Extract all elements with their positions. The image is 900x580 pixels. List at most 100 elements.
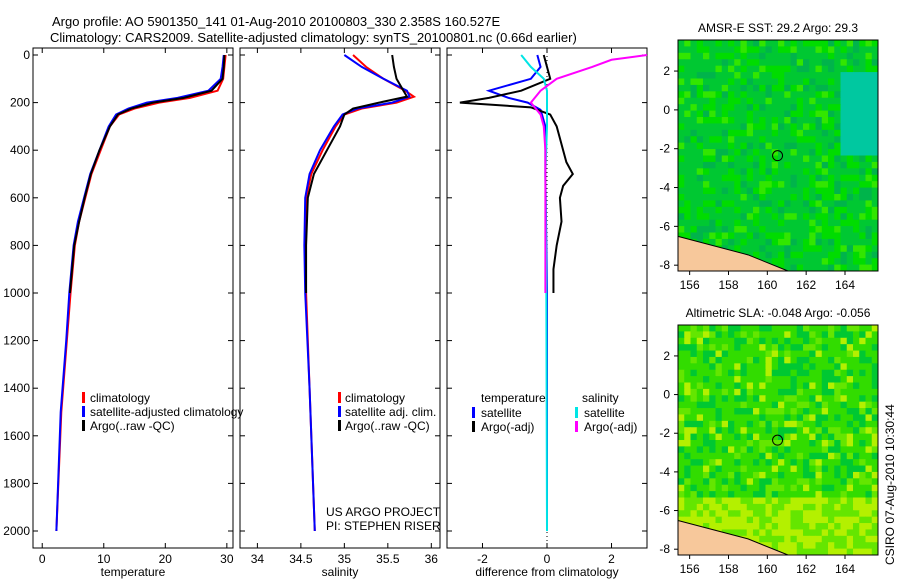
map-cell	[859, 337, 866, 345]
map-cell	[696, 91, 704, 99]
map-cell	[803, 382, 810, 390]
map-cell	[859, 104, 866, 112]
map-cell	[721, 401, 729, 409]
map-cell	[809, 523, 816, 530]
map-cell	[821, 245, 829, 253]
map-cell	[796, 382, 804, 390]
map-cell	[765, 484, 773, 492]
map-cell	[759, 408, 766, 415]
map-cell	[809, 155, 816, 163]
map-cell	[690, 440, 698, 447]
map-cell	[846, 91, 854, 99]
map-cell	[790, 264, 798, 272]
map-cell	[784, 465, 791, 473]
map-cell	[796, 529, 804, 537]
map-cell	[815, 245, 823, 253]
map-cell	[846, 408, 854, 415]
map-cell	[803, 420, 810, 428]
map-cell	[840, 331, 848, 339]
map-cell	[703, 325, 710, 332]
map-cell	[853, 187, 860, 195]
map-cell	[746, 395, 754, 403]
map-cell	[790, 104, 798, 112]
map-cell	[721, 78, 729, 86]
map-cell	[828, 84, 835, 92]
map-cell	[715, 414, 723, 422]
map-cell	[734, 149, 741, 156]
map-cell	[765, 168, 773, 176]
map-cell	[765, 356, 773, 364]
map-cell	[846, 382, 854, 390]
map-cell	[865, 245, 873, 253]
map-cell	[871, 91, 879, 99]
map-cell	[703, 446, 710, 454]
map-cell	[753, 206, 760, 214]
map-cell	[865, 478, 873, 486]
map-cell	[690, 337, 698, 345]
map-cell	[771, 161, 779, 169]
map-cell	[815, 142, 823, 150]
map-cell	[834, 478, 841, 486]
map-cell	[853, 251, 860, 259]
map-cell	[678, 420, 685, 428]
map-cell	[684, 491, 691, 498]
map-cell	[753, 395, 760, 403]
map-cell	[771, 491, 779, 498]
map-cell	[734, 117, 741, 124]
map-cell	[715, 59, 723, 67]
map-cell	[846, 388, 854, 396]
map-cell	[853, 350, 860, 358]
map-cell	[715, 395, 723, 403]
map-cell	[809, 110, 816, 118]
map-cell	[740, 52, 748, 60]
map-cell	[871, 465, 879, 473]
map-cell	[690, 149, 698, 156]
y-tick-label: 1000	[3, 286, 30, 300]
map-cell	[871, 440, 879, 447]
map-cell	[715, 388, 723, 396]
map-cell	[828, 484, 835, 492]
map-cell	[690, 459, 698, 467]
map-cell	[784, 523, 791, 530]
map-cell	[765, 142, 773, 150]
map-cell	[728, 516, 735, 524]
map-cell	[796, 91, 804, 99]
map-cell	[859, 535, 866, 543]
map-cell	[753, 452, 760, 460]
map-cell	[828, 491, 835, 498]
map-cell	[796, 142, 804, 150]
map-cell	[790, 258, 798, 266]
map-cell	[828, 465, 835, 473]
map-cell	[815, 194, 823, 201]
map-cell	[715, 84, 723, 92]
legend-swatch	[338, 392, 341, 403]
map-cell	[871, 117, 879, 124]
map-cell	[734, 161, 741, 169]
map-cell	[753, 142, 760, 150]
map-cell	[690, 446, 698, 454]
map-cell	[765, 363, 773, 371]
map-cell	[690, 168, 698, 176]
map-cell	[728, 213, 735, 221]
map-cell	[715, 427, 723, 435]
map-cell	[790, 478, 798, 486]
map-cell	[821, 59, 829, 67]
map-cell	[803, 516, 810, 524]
map-cell	[846, 142, 854, 150]
map-cell	[753, 331, 760, 339]
map-cell	[803, 376, 810, 383]
map-cell	[809, 194, 816, 201]
map-cell	[696, 376, 704, 383]
map-cell	[709, 523, 716, 530]
map-cell	[803, 529, 810, 537]
map-cell	[796, 245, 804, 253]
map-cell	[690, 414, 698, 422]
map-cell	[859, 213, 866, 221]
map-cell	[740, 401, 748, 409]
map-cell	[690, 516, 698, 524]
map-cell	[803, 497, 810, 505]
map-cell	[809, 395, 816, 403]
map-cell	[871, 388, 879, 396]
map-cell	[834, 213, 841, 221]
map-cell	[696, 344, 704, 352]
